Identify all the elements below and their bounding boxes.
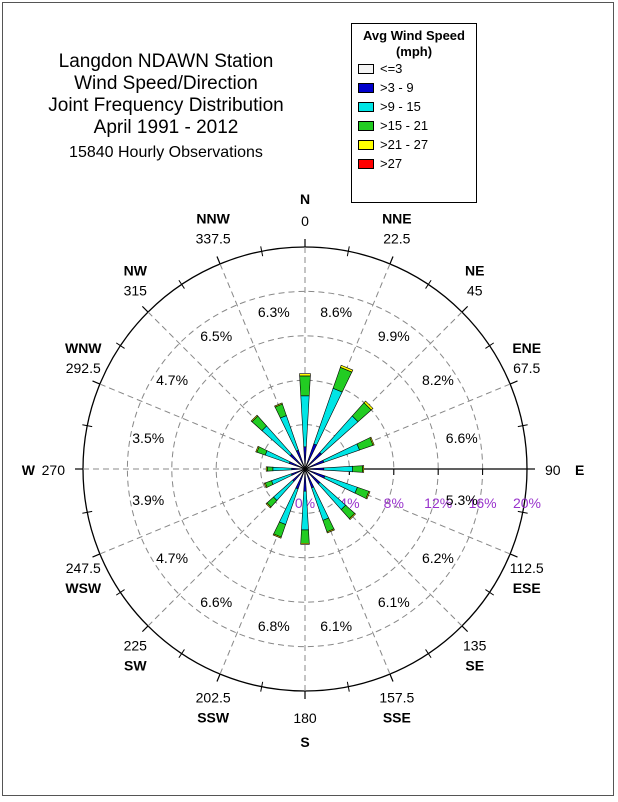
wind-rose-segment [273,467,292,471]
compass-label: SSW [197,710,230,726]
wind-rose-segment [353,466,363,473]
degree-label: 247.5 [66,560,101,576]
direction-tick [93,554,100,557]
wind-rose-segment [301,543,310,544]
wind-rose-segment [267,467,273,471]
direction-percent-label: 6.6% [200,594,232,610]
minor-tick [116,590,124,596]
compass-label: WNW [65,340,102,356]
wind-rose-segment [304,447,307,467]
compass-label: SE [465,658,484,674]
direction-percent-label: 4.7% [156,372,188,388]
direction-tick [462,306,468,312]
compass-label: NNE [382,210,412,226]
compass-label: ENE [512,340,541,356]
minor-tick [426,280,432,288]
direction-percent-label: 8.2% [422,372,454,388]
degree-label: 112.5 [510,560,544,576]
degree-label: 292.5 [66,360,101,376]
wind-rose-segment [300,374,311,376]
compass-label: E [575,462,584,478]
direction-percent-label: 6.2% [422,550,454,566]
minor-tick [485,590,493,596]
degree-label: 135 [463,638,487,654]
wind-rose-segment [271,474,292,485]
wind-rose-segment [292,468,303,470]
compass-label: NNW [196,210,230,226]
grid-spoke [100,483,272,554]
degree-label: 67.5 [513,360,540,376]
wind-rose-segment [301,530,310,543]
direction-percent-label: 5.3% [446,492,478,508]
minor-tick [179,280,185,288]
direction-percent-label: 4.7% [156,550,188,566]
direction-tick [510,554,517,557]
direction-tick [462,626,468,632]
compass-label: S [300,734,309,750]
direction-tick [390,674,393,681]
direction-percent-label: 6.5% [200,328,232,344]
wind-rose-segment [274,480,294,500]
degree-label: 225 [124,638,148,654]
wind-rose-segment [266,467,267,471]
compass-label: NW [124,262,148,278]
direction-percent-label: 6.8% [258,618,290,634]
wind-rose-segment [300,376,311,396]
minor-tick [116,343,124,349]
direction-tick [217,674,220,681]
direction-tick [93,381,100,384]
direction-tick [390,257,393,264]
compass-label: ESE [513,580,541,596]
direction-percent-label: 6.1% [320,618,352,634]
direction-tick [217,257,220,264]
direction-tick [142,626,148,632]
degree-label: 157.5 [379,690,414,706]
compass-label: SSE [383,710,411,726]
compass-label: NE [465,262,484,278]
direction-percent-label: 8.6% [320,304,352,320]
direction-percent-label: 9.9% [378,328,410,344]
degree-label: 45 [467,282,483,298]
degree-label: 337.5 [196,230,231,246]
direction-percent-label: 6.3% [258,304,290,320]
direction-percent-label: 6.1% [378,594,410,610]
wind-rose-segment [363,466,364,473]
wind-rose-segment [304,471,307,491]
minor-tick [426,649,432,657]
direction-tick [142,306,148,312]
degree-label: 270 [42,462,66,478]
direction-percent-label: 3.9% [132,492,164,508]
minor-tick [485,343,493,349]
minor-tick [179,649,185,657]
direction-percent-label: 3.5% [132,430,164,446]
radial-axis-label: 8% [384,495,404,511]
compass-label: SW [124,658,147,674]
wind-rose-segment [301,396,309,447]
direction-percent-label: 6.6% [446,430,478,446]
degree-label: 315 [124,282,148,298]
degree-label: 22.5 [383,230,410,246]
degree-label: 90 [545,462,561,478]
wind-rose-segment [307,468,324,470]
direction-tick [510,381,517,384]
degree-label: 202.5 [196,690,231,706]
grid-spoke [100,384,272,455]
radial-axis-label: 20% [513,495,541,511]
degree-label: 180 [293,710,317,726]
wind-rose-plot: 0%4%8%12%16%20%8.6%9.9%8.2%6.6%5.3%6.2%6… [3,3,613,795]
degree-label: 0 [301,213,309,229]
compass-label: WSW [65,580,102,596]
compass-label: N [300,191,310,207]
wind-rose-segment [324,466,353,471]
compass-label: W [22,462,36,478]
